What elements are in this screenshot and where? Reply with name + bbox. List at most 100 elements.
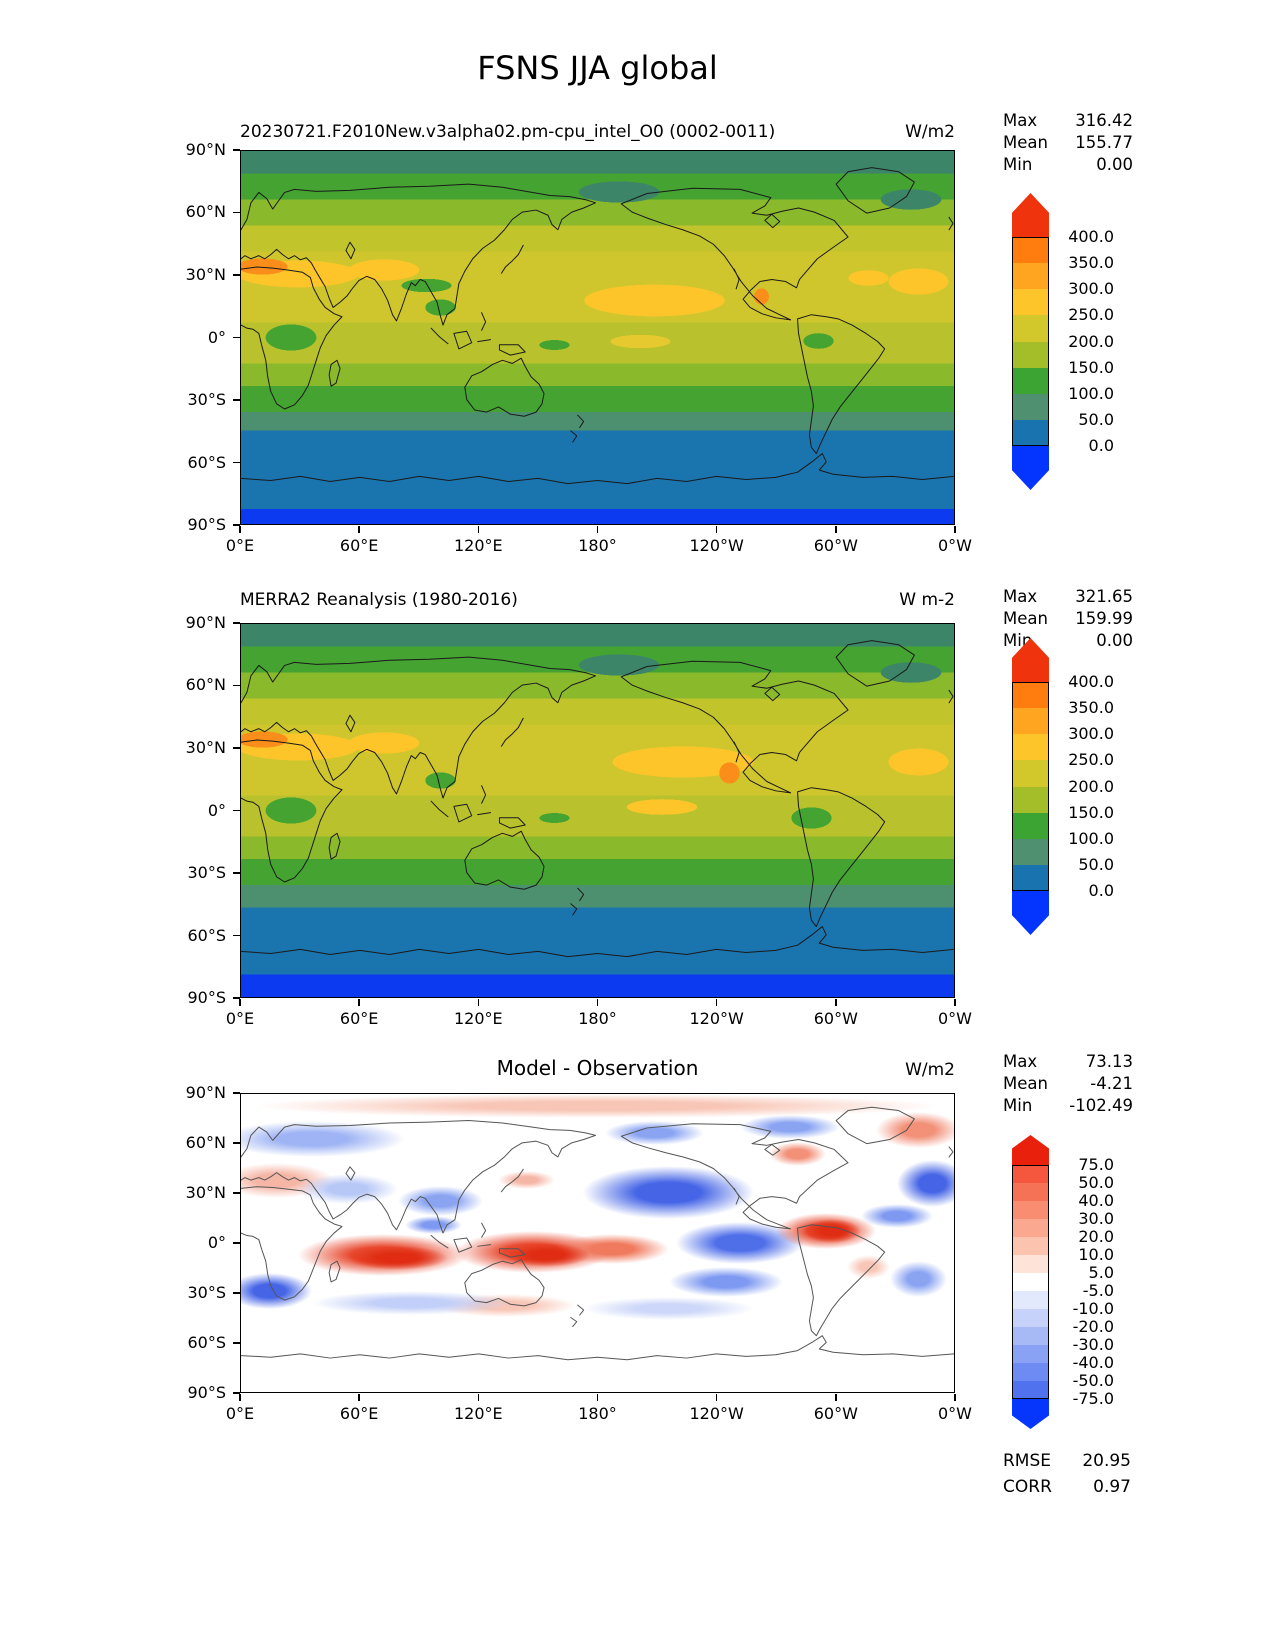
lat-tick — [233, 524, 240, 526]
stat-label: Max — [1003, 1052, 1038, 1071]
colorbar-tick-label: 0.0 — [1088, 881, 1114, 900]
contour-patch — [298, 1174, 398, 1205]
lat-tick — [233, 747, 240, 749]
colorbar-bar — [1012, 193, 1049, 490]
lon-tick — [477, 999, 480, 1006]
lat-tick-label: 90°S — [187, 515, 226, 534]
contour-patch — [861, 1204, 933, 1229]
lon-tick-label: 0°W — [938, 536, 972, 555]
panel-3-map — [240, 1093, 955, 1393]
panel-2-map-fill — [241, 624, 954, 997]
lon-tick-label: 60°E — [339, 1009, 379, 1028]
lon-tick-label: 60°W — [813, 1404, 858, 1423]
rmse-label: RMSE — [1003, 1451, 1052, 1471]
lon-tick — [477, 1394, 480, 1401]
panel-2-lat-axis: 90°N 60°N 30°N 0° 30°S 60°S 90°S — [133, 613, 240, 1007]
lat-tick-label: 0° — [207, 327, 226, 347]
lat-tick — [233, 934, 240, 937]
contour-patch — [241, 255, 299, 278]
colorbar-bar — [1012, 638, 1049, 935]
colorbar-segment — [1012, 341, 1049, 368]
stat-label: Min — [1003, 155, 1033, 174]
lon-tick — [715, 999, 718, 1006]
lon-tick — [835, 1394, 837, 1401]
lon-tick — [835, 999, 837, 1006]
lat-tick-label: 30°N — [185, 1182, 226, 1202]
colorbar-segment — [1012, 1273, 1049, 1291]
panel-2-header: MERRA2 Reanalysis (1980-2016) W m-2 — [240, 590, 955, 611]
lat-tick-label: 60°N — [185, 1132, 226, 1152]
colorbar-segment — [1012, 1327, 1049, 1345]
lat-tick — [233, 684, 240, 687]
panel-2-lon-axis: 0°E 60°E 120°E 180° 120°W 60°W 0°W — [226, 999, 972, 1033]
stat-value: 316.42 — [1075, 111, 1133, 130]
stat-value: -4.21 — [1090, 1074, 1133, 1093]
lat-tick — [233, 461, 240, 464]
contour-patch — [583, 1165, 755, 1220]
lon-tick-label: 120°W — [689, 1404, 744, 1423]
contour-patch — [782, 803, 840, 833]
colorbar-segment — [1012, 760, 1049, 787]
lon-tick-label: 60°W — [813, 536, 858, 555]
lat-tick-label: 90°S — [187, 988, 226, 1007]
panel-1-stats: Max 316.42 Mean 155.77 Min 0.00 — [1003, 110, 1133, 176]
colorbar-segment — [1012, 1237, 1049, 1255]
colorbar-segment — [1012, 1165, 1049, 1183]
lon-tick-label: 120°E — [454, 1009, 503, 1028]
lon-tick — [835, 526, 837, 533]
colorbar-segment — [1012, 708, 1049, 735]
colorbar-segment — [1012, 393, 1049, 420]
colorbar-segment — [1012, 1309, 1049, 1327]
lon-tick-label: 180° — [578, 1404, 617, 1423]
contour-patch — [497, 1171, 555, 1190]
panel-2-stats: Max 321.65 Mean 159.99 Min 0.00 — [1003, 586, 1133, 652]
panel-1-units: W/m2 — [905, 122, 955, 142]
lon-tick — [715, 1394, 718, 1401]
contour-patch — [533, 337, 577, 353]
contour-patch — [889, 1260, 947, 1297]
stat-value: 321.65 — [1075, 587, 1133, 606]
lat-tick-label: 60°N — [185, 202, 226, 222]
colorbar-tick-label: 300.0 — [1068, 279, 1114, 299]
lat-tick-label: 90°S — [187, 1383, 226, 1402]
panel-1-title: 20230721.F2010New.v3alpha02.pm-cpu_intel… — [240, 122, 776, 142]
lon-tick-label: 60°E — [339, 1404, 379, 1423]
panel-3-stats: Max 73.13 Mean -4.21 Min -102.49 — [1003, 1051, 1133, 1117]
lon-tick — [239, 1394, 241, 1401]
contour-patch — [611, 795, 712, 818]
panel-3-lat-axis: 90°N 60°N 30°N 0° 30°S 60°S 90°S — [133, 1083, 240, 1402]
contour-patch — [875, 1111, 954, 1148]
colorbar-segment — [1012, 838, 1049, 865]
panel-3-units: W/m2 — [905, 1060, 955, 1080]
contour-patch — [847, 1254, 890, 1279]
colorbar-tick-label: 50.0 — [1078, 1173, 1114, 1192]
colorbar-tick-label: -75.0 — [1072, 1389, 1114, 1408]
colorbar-tick-label: 0.0 — [1088, 436, 1114, 455]
lon-tick-label: 0°E — [225, 1009, 255, 1028]
lon-tick — [239, 526, 241, 533]
colorbar-tick-label: 40.0 — [1078, 1191, 1114, 1210]
contour-patch — [419, 769, 463, 792]
lon-tick-label: 120°E — [454, 536, 503, 555]
colorbar-tick-label: 150.0 — [1068, 802, 1114, 822]
colorbar-tick-label: 350.0 — [1068, 253, 1114, 273]
contour-patch — [333, 728, 434, 759]
colorbar-segment — [1012, 1363, 1049, 1381]
lon-tick-label: 60°E — [339, 536, 379, 555]
panel-3-colorbar: 75.0 50.0 40.0 30.0 20.0 10.0 5.0 -5.0 -10.0 -20.… — [1012, 1135, 1124, 1429]
lon-tick-label: 0°E — [225, 1404, 255, 1423]
lat-tick-label: 30°S — [187, 1282, 226, 1302]
lat-tick-label: 60°S — [187, 925, 226, 945]
colorbar-segment — [1012, 289, 1049, 316]
lat-tick — [233, 1142, 240, 1144]
rmse-value: 20.95 — [1082, 1451, 1131, 1471]
colorbar-tick-label: 400.0 — [1068, 672, 1114, 691]
coastlines — [241, 166, 954, 485]
lon-tick — [358, 1394, 360, 1401]
contour-patch — [768, 1141, 826, 1166]
lon-tick — [954, 1394, 956, 1401]
contour-patch — [255, 791, 327, 830]
lon-tick-label: 0°W — [938, 1404, 972, 1423]
contour-patch — [312, 1290, 512, 1315]
